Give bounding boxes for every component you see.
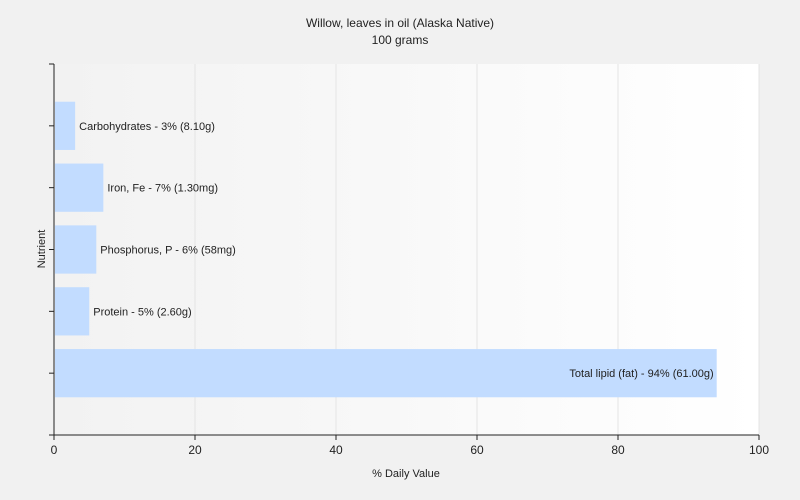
chart-title: Willow, leaves in oil (Alaska Native)	[306, 16, 494, 30]
bar	[55, 225, 97, 274]
bar-data-label: Protein - 5% (2.60g)	[93, 306, 191, 318]
x-tick-label: 100	[749, 443, 769, 457]
x-axis-title: % Daily Value	[372, 468, 440, 480]
x-tick-label: 20	[188, 443, 202, 457]
x-tick-label: 40	[329, 443, 343, 457]
bar	[55, 163, 104, 212]
x-tick-label: 80	[611, 443, 625, 457]
bars: Carbohydrates - 3% (8.10g) Iron, Fe - 7% …	[55, 101, 717, 398]
bar-data-label: Phosphorus, P - 6% (58mg)	[100, 245, 236, 257]
chart-subtitle: 100 grams	[372, 33, 429, 47]
x-tick-label: 60	[470, 443, 484, 457]
ticks: 0 20 40 60 80 100	[49, 63, 769, 457]
y-axis-title: Nutrient	[36, 230, 48, 269]
bar	[55, 101, 76, 150]
bar	[55, 287, 90, 336]
x-tick-label: 0	[51, 443, 58, 457]
bar	[55, 349, 717, 398]
bar-data-label: Carbohydrates - 3% (8.10g)	[79, 121, 215, 133]
bar-data-label: Total lipid (fat) - 94% (61.00g)	[569, 368, 713, 380]
bar-data-label: Iron, Fe - 7% (1.30mg)	[107, 183, 218, 195]
